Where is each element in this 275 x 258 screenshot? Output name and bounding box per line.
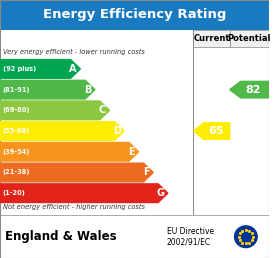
Text: (39-54): (39-54): [3, 149, 30, 155]
Text: D: D: [113, 126, 121, 136]
Polygon shape: [0, 142, 139, 161]
Text: (92 plus): (92 plus): [3, 66, 36, 72]
Text: England & Wales: England & Wales: [6, 230, 117, 243]
Polygon shape: [0, 60, 80, 78]
Text: Current: Current: [193, 34, 230, 43]
Polygon shape: [0, 80, 95, 99]
Text: A: A: [69, 64, 77, 74]
Text: (55-68): (55-68): [3, 128, 30, 134]
Text: C: C: [99, 105, 106, 115]
Circle shape: [235, 226, 257, 248]
Text: (1-20): (1-20): [3, 190, 26, 196]
Text: 65: 65: [208, 126, 223, 136]
Polygon shape: [0, 184, 168, 203]
Text: G: G: [156, 188, 164, 198]
Text: Very energy efficient - lower running costs: Very energy efficient - lower running co…: [3, 49, 145, 55]
Text: Not energy efficient - higher running costs: Not energy efficient - higher running co…: [3, 204, 145, 210]
Polygon shape: [0, 163, 153, 182]
Text: (69-80): (69-80): [3, 107, 30, 113]
Text: (81-91): (81-91): [3, 87, 30, 93]
Text: Potential: Potential: [227, 34, 271, 43]
Text: Energy Efficiency Rating: Energy Efficiency Rating: [43, 8, 226, 21]
Polygon shape: [0, 101, 109, 120]
Bar: [194, 30, 230, 47]
Polygon shape: [194, 123, 230, 139]
Text: 82: 82: [246, 85, 261, 95]
Text: B: B: [84, 85, 91, 95]
Text: F: F: [143, 167, 149, 178]
Text: (21-38): (21-38): [3, 170, 30, 175]
Text: E: E: [128, 147, 135, 157]
Text: EU Directive
2002/91/EC: EU Directive 2002/91/EC: [167, 227, 214, 246]
Polygon shape: [0, 122, 124, 140]
Polygon shape: [230, 81, 269, 98]
Bar: [230, 30, 269, 47]
Bar: [0, 0, 269, 30]
Bar: [0, 215, 269, 258]
